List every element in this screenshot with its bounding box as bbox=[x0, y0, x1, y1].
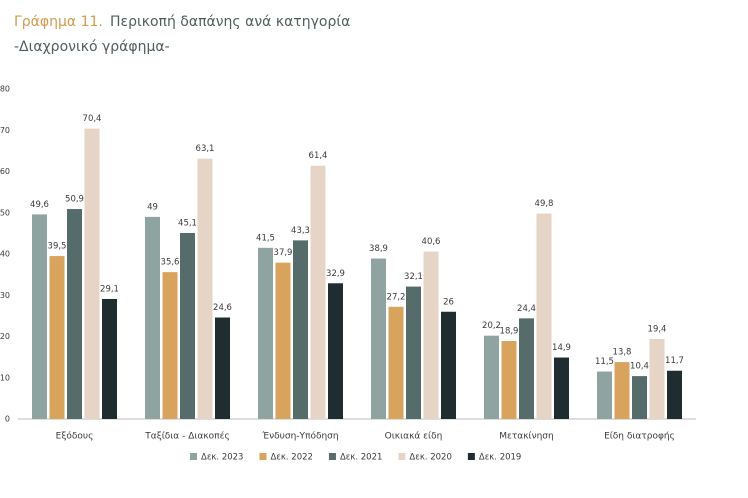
bar bbox=[423, 251, 439, 419]
legend-swatch bbox=[328, 453, 336, 460]
value-label: 13,8 bbox=[613, 348, 632, 358]
y-tick-label: 50 bbox=[0, 208, 10, 217]
x-tick-label: Ένδυση-Υπόδηση bbox=[261, 431, 338, 442]
value-label: 61,4 bbox=[309, 151, 328, 161]
bar bbox=[293, 240, 308, 419]
y-tick-label: 20 bbox=[0, 332, 10, 341]
value-label: 27,2 bbox=[387, 292, 406, 302]
bar bbox=[328, 283, 343, 419]
value-label: 20,2 bbox=[482, 321, 501, 331]
y-tick-label: 30 bbox=[0, 291, 10, 300]
bar bbox=[102, 298, 117, 419]
bar bbox=[536, 213, 552, 419]
value-label: 32,9 bbox=[326, 269, 345, 279]
x-tick-label: Μετακίνηση bbox=[499, 432, 553, 442]
value-label: 49,8 bbox=[535, 199, 554, 209]
value-label: 18,9 bbox=[500, 327, 519, 337]
value-label: 50,9 bbox=[65, 195, 84, 205]
chart-title-label: Γράφημα 11. bbox=[14, 14, 103, 30]
bar bbox=[597, 371, 612, 419]
x-tick-label: Ταξίδια - Διακοπές bbox=[144, 431, 229, 442]
bar bbox=[388, 306, 404, 419]
bar bbox=[441, 311, 456, 419]
value-label: 35,6 bbox=[161, 258, 180, 268]
bar bbox=[197, 158, 213, 419]
bar bbox=[519, 318, 534, 419]
bar bbox=[667, 370, 682, 419]
value-label: 63,1 bbox=[196, 144, 215, 154]
bar bbox=[275, 262, 291, 419]
legend-swatch bbox=[190, 453, 197, 460]
bar bbox=[632, 376, 647, 419]
value-label: 49 bbox=[147, 202, 158, 212]
bar bbox=[310, 165, 326, 419]
value-label: 29,1 bbox=[100, 284, 119, 294]
bar bbox=[614, 362, 630, 419]
legend-label: Δεκ. 2021 bbox=[340, 453, 382, 463]
legend-swatch bbox=[398, 453, 406, 460]
y-tick-label: 10 bbox=[0, 373, 10, 382]
value-label: 38,9 bbox=[369, 244, 388, 254]
y-tick-label: 80 bbox=[0, 85, 10, 94]
value-label: 40,6 bbox=[422, 237, 441, 247]
chart-title: Περικοπή δαπάνης ανά κατηγορία bbox=[110, 14, 350, 30]
legend-swatch bbox=[467, 453, 475, 460]
bar bbox=[32, 214, 47, 419]
legend-label: Δεκ. 2019 bbox=[479, 453, 521, 463]
value-label: 10,4 bbox=[630, 362, 649, 372]
value-label: 41,5 bbox=[256, 233, 275, 243]
x-tick-label: Είδη διατροφής bbox=[604, 432, 675, 442]
bar bbox=[215, 317, 230, 419]
value-label: 39,5 bbox=[48, 242, 67, 252]
bar bbox=[258, 247, 273, 419]
y-tick-label: 0 bbox=[5, 415, 10, 424]
value-label: 24,6 bbox=[213, 303, 232, 313]
x-tick-label: Οικιακά είδη bbox=[385, 432, 443, 442]
bar bbox=[145, 216, 160, 419]
value-label: 19,4 bbox=[648, 324, 667, 334]
bar bbox=[162, 272, 178, 419]
value-label: 49,6 bbox=[30, 200, 49, 210]
value-label: 11,7 bbox=[665, 356, 684, 366]
y-tick-label: 40 bbox=[0, 250, 10, 259]
bar bbox=[84, 128, 100, 419]
bar bbox=[406, 286, 421, 419]
legend-label: Δεκ. 2023 bbox=[201, 453, 243, 463]
y-tick-label: 60 bbox=[0, 167, 10, 176]
value-label: 45,1 bbox=[178, 218, 197, 228]
bar bbox=[501, 341, 517, 419]
legend-label: Δεκ. 2022 bbox=[270, 453, 312, 463]
value-label: 70,4 bbox=[83, 114, 102, 124]
x-tick-label: Εξόδους bbox=[56, 431, 94, 442]
bar bbox=[180, 232, 195, 419]
bar bbox=[49, 256, 65, 419]
value-label: 24,4 bbox=[517, 304, 536, 314]
chart-subtitle: -Διαχρονικό γράφημα- bbox=[14, 39, 170, 55]
bar bbox=[649, 338, 665, 419]
bar bbox=[484, 335, 499, 419]
legend-swatch bbox=[259, 453, 267, 460]
bar bbox=[67, 209, 82, 419]
value-label: 37,9 bbox=[274, 248, 293, 258]
value-label: 14,9 bbox=[552, 343, 571, 353]
bar bbox=[554, 357, 569, 419]
value-label: 26 bbox=[443, 297, 454, 307]
bar bbox=[371, 258, 386, 419]
value-label: 43,3 bbox=[291, 226, 310, 236]
y-tick-label: 70 bbox=[0, 126, 10, 135]
value-label: 32,1 bbox=[404, 272, 423, 282]
value-label: 11,5 bbox=[595, 357, 614, 367]
legend-label: Δεκ. 2020 bbox=[409, 453, 451, 463]
